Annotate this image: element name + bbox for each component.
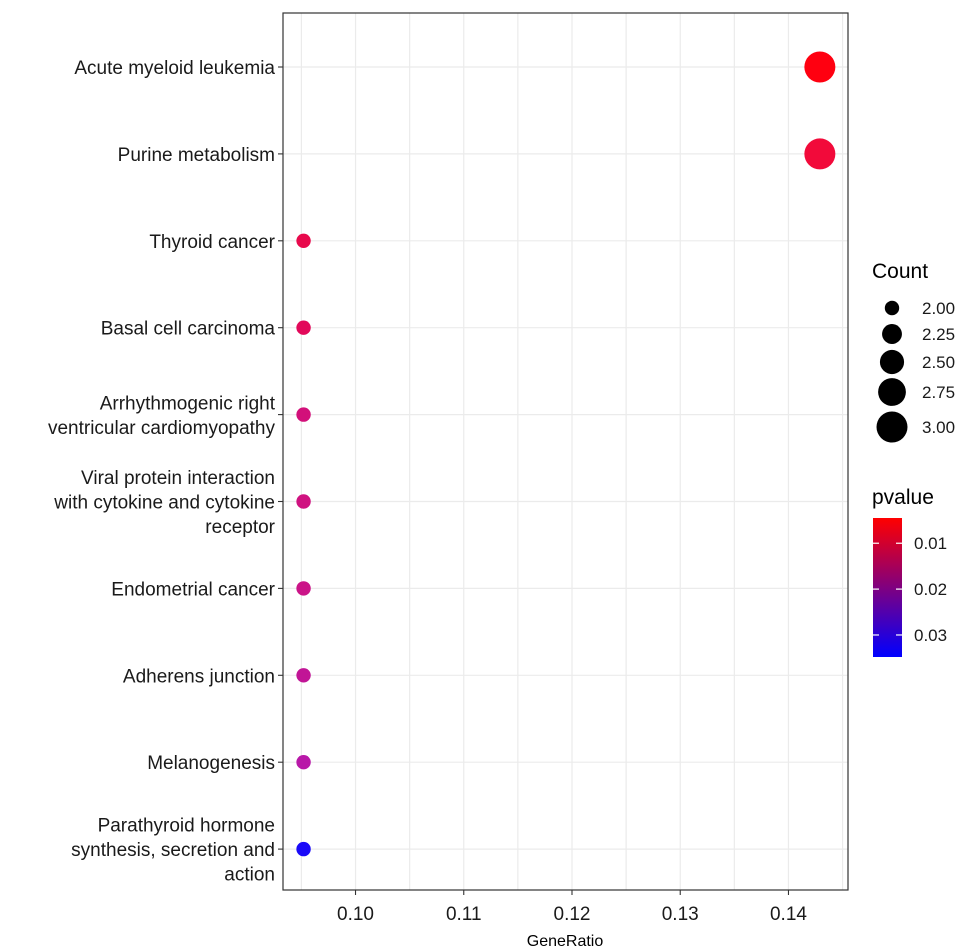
x-tick-label-0.13: 0.13 xyxy=(662,904,699,925)
point-acute-myeloid-leukemia xyxy=(804,51,836,83)
count-legend-label-2.75: 2.75 xyxy=(922,383,955,402)
x-tick-label-0.10: 0.10 xyxy=(337,904,374,925)
y-tick-label-acute-myeloid-leukemia: Acute myeloid leukemia xyxy=(74,58,275,79)
y-axis: Acute myeloid leukemia Purine metabolism T… xyxy=(48,58,283,886)
y-tick-label-line: Endometrial cancer xyxy=(111,579,275,600)
count-legend-label-3.00: 3.00 xyxy=(922,418,955,437)
y-tick-label-line: receptor xyxy=(205,517,275,538)
y-tick-label-line: Viral protein interaction xyxy=(81,468,275,489)
y-tick-label-line: action xyxy=(224,865,275,886)
y-tick-label-line: Basal cell carcinoma xyxy=(101,319,276,340)
x-tick-label-0.14: 0.14 xyxy=(770,904,807,925)
y-tick-label-line: with cytokine and cytokine xyxy=(53,493,275,514)
y-tick-label-line: Thyroid cancer xyxy=(149,232,275,253)
y-tick-label-basal-cell-carcinoma: Basal cell carcinoma xyxy=(101,319,276,340)
grid xyxy=(283,13,848,890)
pvalue-legend-label-0.01: 0.01 xyxy=(914,534,947,553)
pvalue-legend: pvalue 0.01 0.02 0.03 xyxy=(872,486,947,657)
y-tick-label-arrhythmogenic-right-ventricular-cardiomyopathy: Arrhythmogenic right ventricular cardiomy… xyxy=(48,393,276,439)
count-legend-key-3.00 xyxy=(876,411,908,443)
x-axis: 0.10 0.11 0.12 0.13 0.14 xyxy=(337,890,807,925)
y-tick-label-line: Arrhythmogenic right xyxy=(100,393,276,414)
y-tick-label-line: ventricular cardiomyopathy xyxy=(48,418,276,439)
count-legend-key-2.75 xyxy=(878,378,906,406)
y-tick-label-adherens-junction: Adherens junction xyxy=(123,666,275,687)
pvalue-legend-label-0.03: 0.03 xyxy=(914,626,947,645)
count-legend-key-2.00 xyxy=(884,300,900,316)
y-tick-label-line: Parathyroid hormone xyxy=(98,816,275,837)
y-tick-label-line: Adherens junction xyxy=(123,666,275,687)
point-thyroid-cancer xyxy=(296,233,311,248)
point-purine-metabolism xyxy=(804,138,836,170)
y-tick-label-parathyroid-hormone-synthesis-secretion-and-action: Parathyroid hormone synthesis, secretion … xyxy=(71,816,275,886)
y-tick-label-melanogenesis: Melanogenesis xyxy=(147,753,275,774)
pvalue-legend-label-0.02: 0.02 xyxy=(914,580,947,599)
point-endometrial-cancer xyxy=(296,581,311,596)
panel-border xyxy=(282,12,849,891)
count-legend-title: Count xyxy=(872,260,928,283)
point-basal-cell-carcinoma xyxy=(296,320,311,335)
x-tick-label-0.11: 0.11 xyxy=(446,904,482,925)
point-adherens-junction xyxy=(296,668,311,683)
y-tick-label-line: synthesis, secretion and xyxy=(71,840,275,861)
y-tick-label-line: Acute myeloid leukemia xyxy=(74,58,275,79)
count-legend-label-2.00: 2.00 xyxy=(922,299,955,318)
point-viral-protein-interaction-with-cytokine-and-cytokine-receptor xyxy=(296,494,311,509)
count-legend-key-2.50 xyxy=(879,349,905,375)
pvalue-colorbar xyxy=(873,518,902,657)
count-legend-key-2.25 xyxy=(882,324,902,344)
pvalue-legend-title: pvalue xyxy=(872,486,934,509)
y-tick-label-line: Melanogenesis xyxy=(147,753,275,774)
y-tick-label-endometrial-cancer: Endometrial cancer xyxy=(111,579,275,600)
point-parathyroid-hormone-synthesis-secretion-and-action xyxy=(296,841,311,857)
point-arrhythmogenic-right-ventricular-cardiomyopathy xyxy=(296,407,311,422)
x-axis-title: GeneRatio xyxy=(527,933,604,950)
y-tick-label-thyroid-cancer: Thyroid cancer xyxy=(149,232,275,253)
data-points xyxy=(296,51,836,857)
y-tick-label-line: Purine metabolism xyxy=(118,145,275,166)
x-tick-label-0.12: 0.12 xyxy=(554,904,591,925)
y-tick-label-viral-protein-interaction-with-cytokine-and-cytokine-receptor: Viral protein interaction with cytokine a… xyxy=(53,468,275,538)
point-melanogenesis xyxy=(296,755,311,770)
y-tick-label-purine-metabolism: Purine metabolism xyxy=(118,145,275,166)
count-legend-label-2.50: 2.50 xyxy=(922,353,955,372)
count-legend: Count 2.00 2.25 2.50 2.75 3.00 xyxy=(872,260,955,443)
count-legend-label-2.25: 2.25 xyxy=(922,325,955,344)
